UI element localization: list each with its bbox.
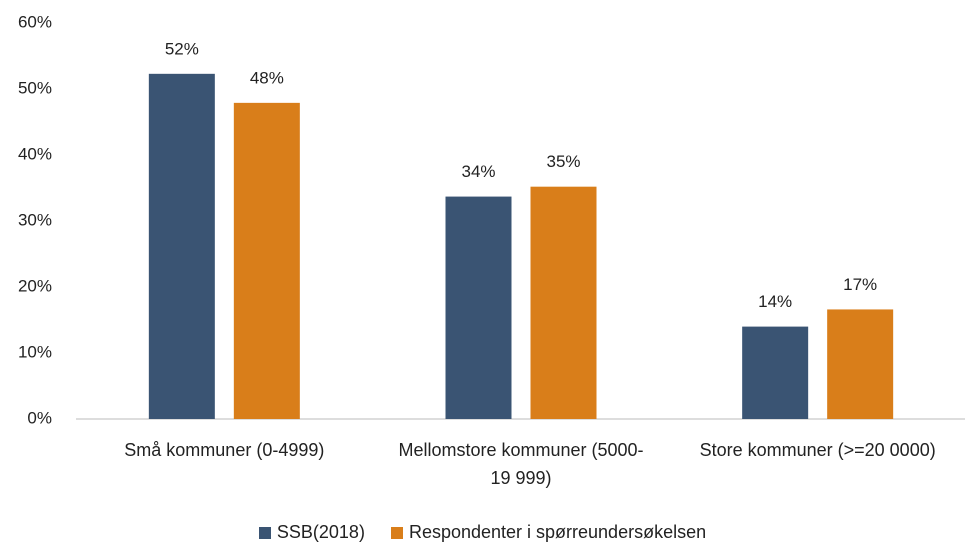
data-label: 35% [546,152,580,171]
data-label: 52% [165,39,199,58]
y-tick-label: 60% [18,12,52,31]
y-tick-label: 40% [18,144,52,163]
y-tick-label: 10% [18,342,52,361]
bar [827,309,894,419]
data-label: 34% [461,162,495,181]
bar [445,196,512,419]
y-tick-label: 0% [27,408,52,427]
bar [530,186,597,419]
bar [148,73,215,419]
y-tick-label: 20% [18,276,52,295]
y-tick-label: 30% [18,210,52,229]
bar [742,326,809,419]
legend-label: SSB(2018) [276,522,365,542]
data-label: 17% [843,275,877,294]
legend-item: SSB(2018) [258,522,365,543]
legend-swatch [390,526,403,539]
legend-item: Respondenter i spørreundersøkelsen [390,522,707,543]
legend: SSB(2018) Respondenter i spørreundersøkel… [0,522,965,543]
x-tick-label: Små kommuner (0-4999) [124,440,325,460]
legend-swatch [258,526,271,539]
x-tick-label: Store kommuner (>=20 0000) [699,440,936,460]
bar [233,102,300,420]
legend-label: Respondenter i spørreundersøkelsen [408,522,707,542]
data-label: 48% [250,68,284,87]
y-tick-label: 50% [18,78,52,97]
x-tick-label: Mellomstore kommuner (5000-19 999) [398,440,644,488]
data-label: 14% [758,292,792,311]
